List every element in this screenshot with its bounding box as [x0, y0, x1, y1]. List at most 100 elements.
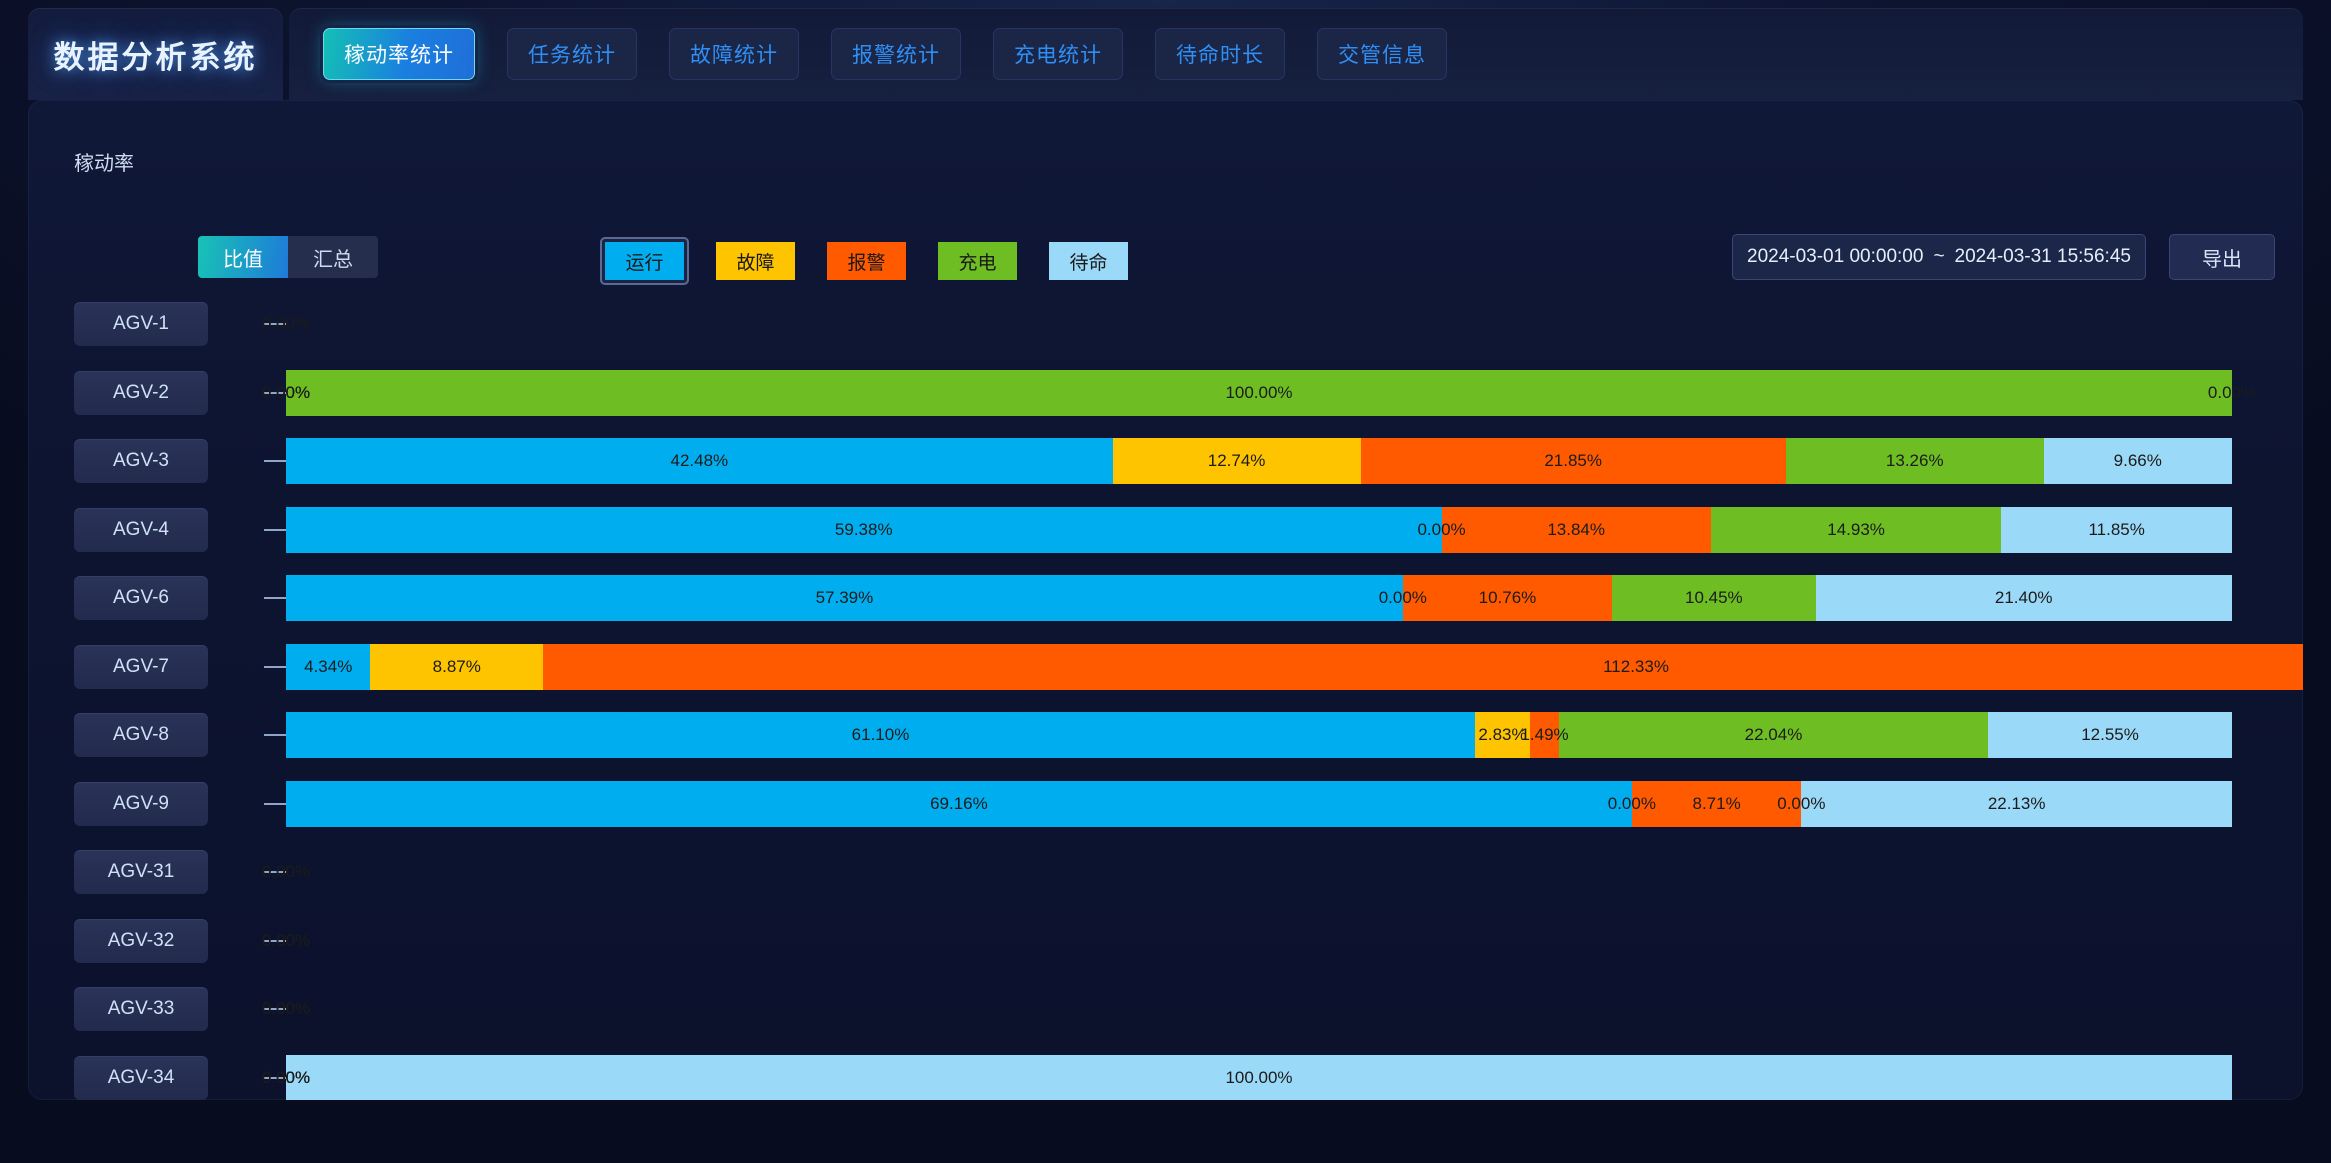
bar-segment-1[interactable]: 12.74%	[1112, 438, 1361, 484]
bar-segment-value: 8.87%	[432, 656, 481, 676]
bar-segment-value: 14.93%	[1827, 519, 1885, 539]
agv-label: AGV-4	[113, 518, 169, 540]
row-tick-mark	[264, 802, 286, 805]
bar-segment-1[interactable]: 8.87%	[370, 643, 544, 690]
bar-segment-0[interactable]: 61.10%	[286, 712, 1475, 758]
date-range-separator: ~	[1933, 246, 1945, 267]
bar-segment-3[interactable]: 22.04%	[1559, 712, 1988, 758]
bar-segment-value: 10.76%	[1478, 588, 1537, 607]
bar-segment-4[interactable]: 22.13%	[1801, 780, 2232, 827]
bar-segment-value: 0.00%	[1417, 519, 1466, 539]
bar-segment-1[interactable]: 2.83%	[1475, 712, 1531, 758]
tab-5[interactable]: 待命时长	[1155, 28, 1285, 80]
row-tick-mark	[264, 323, 286, 325]
row-tick-mark	[264, 734, 286, 736]
bar-segment-0[interactable]: 59.38%	[286, 506, 1442, 553]
bar-segment-2[interactable]: 112.33%	[543, 643, 2303, 690]
row-tick-mark	[264, 939, 286, 942]
row-tick-mark	[264, 1008, 286, 1010]
bar-segment-2[interactable]: 21.85%	[1360, 438, 1786, 484]
bar-segment-4[interactable]: 9.66%	[2043, 438, 2232, 484]
stacked-bar[interactable]: 69.16% 0.00% 8.71% 0.00% 22.13%	[286, 780, 2232, 827]
mode-option-0[interactable]: 比值	[198, 236, 288, 278]
bar-segment-value: 57.39%	[815, 588, 874, 607]
bar-segment-4[interactable]: 11.85%	[2001, 506, 2232, 553]
export-button[interactable]: 导出	[2169, 234, 2275, 280]
bar-track: 57.39% 0.00% 10.76% 10.45% 21.40%	[286, 575, 2232, 621]
tab-6[interactable]: 交管信息	[1317, 28, 1447, 80]
mode-option-1[interactable]: 汇总	[288, 236, 378, 278]
bar-segment-value: 21.85%	[1544, 451, 1602, 470]
chart-row: AGV-74.34%8.87%112.33%0.00%0.00%	[28, 633, 2303, 702]
date-range-picker[interactable]: 2024-03-01 00:00:00 ~ 2024-03-31 15:56:4…	[1732, 234, 2146, 280]
bar-segment-3[interactable]: 13.26%	[1785, 438, 2044, 484]
app-header: 数据分析系统 稼动率统计 任务统计 故障统计 报警统计 充电统计 待命时长 交管信息	[28, 8, 2303, 100]
legend-label: 待命	[1069, 252, 1108, 274]
bar-segment-value: 0.00%	[261, 930, 311, 950]
stacked-bar[interactable]: 0.00% 0.00% 0.00% 0.00% 100.00%	[262, 1054, 2232, 1100]
tab-4[interactable]: 充电统计	[993, 28, 1123, 80]
legend-label: 报警	[847, 252, 886, 274]
status-legend-group: 运行 故障 报警 充电 待命	[600, 237, 1133, 285]
legend-item-3[interactable]: 充电	[933, 237, 1022, 285]
stacked-bar[interactable]: 61.10% 2.83% 1.49% 22.04% 12.55%	[286, 712, 2233, 758]
agv-label-chip[interactable]: AGV-3	[74, 439, 208, 483]
bar-segment-0[interactable]: 69.16%	[286, 780, 1632, 827]
bar-segment-3[interactable]: 14.93%	[1710, 506, 2002, 553]
legend-swatch-3: 充电	[938, 242, 1017, 280]
agv-label-chip[interactable]: AGV-33	[74, 987, 208, 1031]
agv-label-chip[interactable]: AGV-32	[74, 918, 208, 963]
stacked-bar[interactable]: 57.39% 0.00% 10.76% 10.45% 21.40%	[286, 575, 2232, 621]
bar-segment-4[interactable]: 12.55%	[1987, 712, 2233, 758]
tab-1[interactable]: 任务统计	[507, 28, 637, 80]
content-panel: 稼动率 比值 汇总 运行 故障 报警 充电 待命 2024-03-01 00:00:00 …	[28, 100, 2303, 1100]
agv-label-chip[interactable]: AGV-8	[74, 713, 208, 757]
stacked-bar[interactable]: 42.48% 12.74% 21.85% 13.26% 9.66%	[286, 438, 2232, 484]
bar-track: 0.00% 0.00% 0.00% 0.00% 100.00%	[262, 1054, 2232, 1100]
agv-label-chip[interactable]: AGV-2	[74, 370, 208, 415]
bar-segment-value: 0.00%	[261, 999, 311, 1018]
agv-label: AGV-31	[107, 861, 175, 882]
bar-segment-3[interactable]: 100.00%	[286, 369, 2232, 416]
agv-label-chip[interactable]: AGV-34	[74, 1055, 208, 1100]
legend-item-4[interactable]: 待命	[1044, 237, 1133, 285]
stacked-bar[interactable]: 0.00% 0.00% 0.00% 100.00% 0.00%	[262, 369, 2256, 416]
bar-track: 4.34%8.87%112.33%0.00%0.00%	[286, 643, 2303, 690]
bar-segment-2[interactable]: 8.71%	[1631, 780, 1802, 827]
agv-label-chip[interactable]: AGV-7	[74, 644, 208, 689]
bar-track: 0.00% 0.00% 0.00% 0.00% 0.00%	[262, 301, 2232, 347]
bar-segment-value: 100.00%	[1225, 1067, 1293, 1087]
stacked-bar[interactable]: 59.38% 0.00% 13.84% 14.93% 11.85%	[286, 506, 2232, 553]
legend-item-0[interactable]: 运行	[600, 237, 689, 285]
bar-segment-value: 22.04%	[1744, 725, 1803, 744]
tab-0[interactable]: 稼动率统计	[323, 28, 475, 80]
agv-label-chip[interactable]: AGV-6	[74, 576, 208, 620]
bar-segment-0[interactable]: 57.39%	[286, 575, 1403, 621]
agv-label-chip[interactable]: AGV-4	[74, 507, 208, 552]
tab-3[interactable]: 报警统计	[831, 28, 961, 80]
agv-label: AGV-2	[113, 381, 169, 403]
bar-segment-3[interactable]: 10.45%	[1612, 575, 1816, 621]
agv-label-chip[interactable]: AGV-1	[74, 302, 208, 346]
bar-segment-value: 13.26%	[1885, 451, 1944, 470]
legend-item-2[interactable]: 报警	[822, 237, 911, 285]
row-tick-mark	[264, 871, 286, 873]
bar-segment-2[interactable]: 13.84%	[1441, 506, 1711, 553]
bar-segment-0[interactable]: 4.34%	[286, 643, 371, 690]
legend-swatch-2: 报警	[827, 242, 906, 280]
bar-track: 59.38% 0.00% 13.84% 14.93% 11.85%	[286, 506, 2232, 553]
bar-segment-4[interactable]: 21.40%	[1815, 575, 2232, 621]
legend-item-1[interactable]: 故障	[711, 237, 800, 285]
agv-label-chip[interactable]: AGV-9	[74, 781, 208, 826]
agv-label-chip[interactable]: AGV-31	[74, 850, 208, 894]
legend-label: 故障	[736, 252, 775, 274]
bar-segment-value: 0.00%	[261, 1067, 311, 1087]
bar-segment-2[interactable]: 1.49%	[1520, 712, 1569, 758]
bar-track: 42.48% 12.74% 21.85% 13.26% 9.66%	[286, 438, 2232, 484]
agv-label: AGV-3	[113, 450, 169, 471]
bar-segment-0[interactable]: 42.48%	[286, 438, 1113, 484]
bar-segment-4[interactable]: 100.00%	[286, 1054, 2232, 1100]
tab-2[interactable]: 故障统计	[669, 28, 799, 80]
bar-segment-2[interactable]: 10.76%	[1402, 575, 1613, 621]
stacked-bar[interactable]: 4.34%8.87%112.33%0.00%0.00%	[286, 643, 2303, 690]
